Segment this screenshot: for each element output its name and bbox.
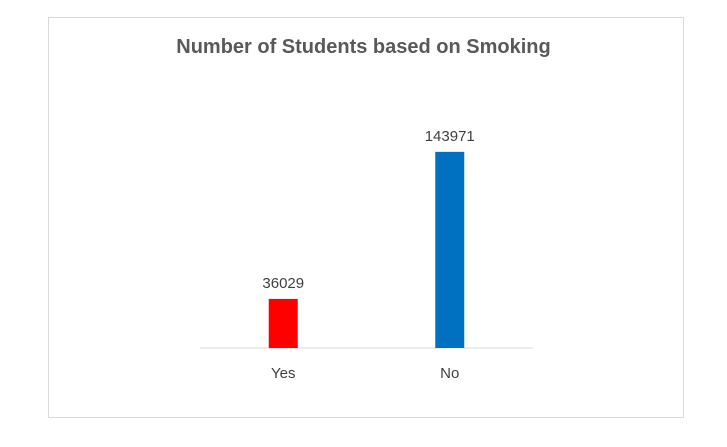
- chart-title: Number of Students based on Smoking: [176, 36, 551, 58]
- x-tick-label-yes: Yes: [271, 365, 295, 382]
- bar-yes: [268, 298, 298, 348]
- x-tick-label-no: No: [440, 365, 459, 382]
- data-label-yes: 36029: [262, 275, 304, 292]
- data-label-no: 143971: [425, 128, 475, 145]
- chart-area: [48, 17, 684, 418]
- bar-no: [435, 151, 465, 348]
